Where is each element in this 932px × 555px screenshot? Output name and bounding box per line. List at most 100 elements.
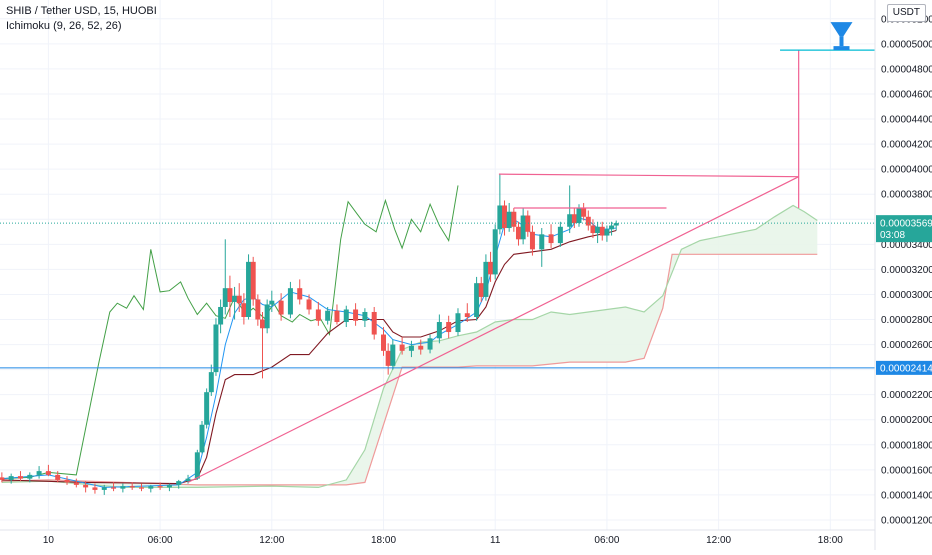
candle-body[interactable] bbox=[390, 344, 396, 366]
candle[interactable] bbox=[478, 276, 484, 302]
candle-body[interactable] bbox=[488, 261, 494, 275]
candle[interactable] bbox=[148, 484, 154, 493]
candles[interactable] bbox=[0, 174, 619, 495]
candle-body[interactable] bbox=[27, 474, 33, 479]
candle-body[interactable] bbox=[567, 214, 573, 227]
candle-body[interactable] bbox=[511, 211, 517, 227]
candle[interactable] bbox=[111, 482, 117, 492]
candle[interactable] bbox=[73, 478, 79, 488]
candle-body[interactable] bbox=[334, 310, 340, 323]
candle-body[interactable] bbox=[464, 313, 470, 317]
candle-body[interactable] bbox=[418, 345, 424, 350]
candle[interactable] bbox=[585, 210, 591, 231]
candle[interactable] bbox=[599, 221, 605, 241]
candle-body[interactable] bbox=[613, 223, 619, 226]
candle-body[interactable] bbox=[287, 288, 293, 315]
candle-body[interactable] bbox=[371, 311, 377, 335]
candle-body[interactable] bbox=[446, 322, 452, 333]
indicator-title[interactable]: Ichimoku (9, 26, 52, 26) bbox=[6, 20, 122, 32]
candle-body[interactable] bbox=[0, 477, 5, 480]
candle[interactable] bbox=[255, 294, 261, 326]
candle-body[interactable] bbox=[525, 215, 531, 232]
candle[interactable] bbox=[213, 318, 219, 376]
candle[interactable] bbox=[581, 202, 587, 221]
candle-body[interactable] bbox=[399, 344, 405, 351]
candle-body[interactable] bbox=[492, 229, 498, 275]
candle[interactable] bbox=[250, 256, 256, 306]
candle-body[interactable] bbox=[236, 295, 242, 304]
candle-body[interactable] bbox=[529, 231, 535, 250]
candle[interactable] bbox=[488, 251, 494, 282]
candle[interactable] bbox=[381, 327, 387, 356]
candle-body[interactable] bbox=[385, 350, 391, 366]
candle[interactable] bbox=[8, 473, 14, 484]
rising-trendline[interactable] bbox=[187, 176, 799, 483]
candle[interactable] bbox=[218, 299, 224, 334]
candle[interactable] bbox=[325, 306, 331, 325]
candle[interactable] bbox=[194, 449, 200, 480]
candle[interactable] bbox=[101, 484, 107, 495]
candle[interactable] bbox=[306, 294, 312, 315]
candle-body[interactable] bbox=[483, 261, 489, 297]
candle-body[interactable] bbox=[8, 476, 14, 480]
candle[interactable] bbox=[371, 306, 377, 340]
candle-body[interactable] bbox=[232, 295, 238, 302]
candle-body[interactable] bbox=[166, 484, 172, 488]
candle[interactable] bbox=[45, 464, 51, 477]
candle-body[interactable] bbox=[325, 310, 331, 321]
candle[interactable] bbox=[613, 220, 619, 231]
candle-body[interactable] bbox=[157, 486, 163, 488]
candle[interactable] bbox=[436, 314, 442, 344]
candle[interactable] bbox=[506, 202, 512, 232]
candle-body[interactable] bbox=[241, 303, 247, 317]
candle-body[interactable] bbox=[455, 313, 461, 333]
candle-body[interactable] bbox=[120, 486, 126, 489]
candle[interactable] bbox=[176, 479, 182, 489]
candle-body[interactable] bbox=[64, 479, 70, 483]
candle-body[interactable] bbox=[148, 486, 154, 489]
candle[interactable] bbox=[232, 286, 238, 320]
candle[interactable] bbox=[362, 308, 368, 328]
candle[interactable] bbox=[483, 254, 489, 301]
candle-body[interactable] bbox=[581, 207, 587, 217]
candle[interactable] bbox=[604, 225, 610, 242]
candle[interactable] bbox=[278, 293, 284, 321]
candle-body[interactable] bbox=[17, 476, 23, 479]
candle-body[interactable] bbox=[315, 309, 321, 321]
candle-body[interactable] bbox=[539, 234, 545, 250]
candle[interactable] bbox=[36, 466, 42, 479]
candle[interactable] bbox=[595, 221, 601, 244]
candle-body[interactable] bbox=[571, 214, 577, 224]
candle[interactable] bbox=[0, 472, 5, 483]
candle-body[interactable] bbox=[83, 484, 89, 488]
candle-body[interactable] bbox=[599, 226, 605, 236]
candle-body[interactable] bbox=[36, 471, 42, 475]
candle[interactable] bbox=[315, 301, 321, 326]
candle[interactable] bbox=[520, 207, 526, 245]
candle-body[interactable] bbox=[609, 225, 615, 230]
candle[interactable] bbox=[64, 476, 70, 485]
candle[interactable] bbox=[571, 207, 577, 229]
candle[interactable] bbox=[464, 303, 470, 323]
candle-body[interactable] bbox=[604, 229, 610, 236]
candle-body[interactable] bbox=[595, 226, 601, 234]
candle-body[interactable] bbox=[246, 261, 252, 317]
candle[interactable] bbox=[455, 308, 461, 336]
candle[interactable] bbox=[227, 275, 233, 317]
candle[interactable] bbox=[260, 311, 265, 379]
candle-body[interactable] bbox=[548, 234, 554, 244]
candle-body[interactable] bbox=[255, 299, 261, 320]
candle[interactable] bbox=[557, 221, 563, 247]
drawings[interactable] bbox=[0, 22, 875, 483]
level-price-badge[interactable]: 0.00002414 bbox=[876, 360, 932, 375]
triangle-top-line[interactable] bbox=[498, 173, 799, 178]
candle-body[interactable] bbox=[590, 225, 596, 234]
candle-body[interactable] bbox=[250, 261, 256, 300]
candle-body[interactable] bbox=[478, 283, 484, 297]
candle[interactable] bbox=[408, 340, 414, 358]
candle[interactable] bbox=[446, 315, 452, 339]
candle[interactable] bbox=[515, 221, 521, 246]
candle[interactable] bbox=[418, 339, 424, 355]
candle[interactable] bbox=[492, 224, 498, 280]
